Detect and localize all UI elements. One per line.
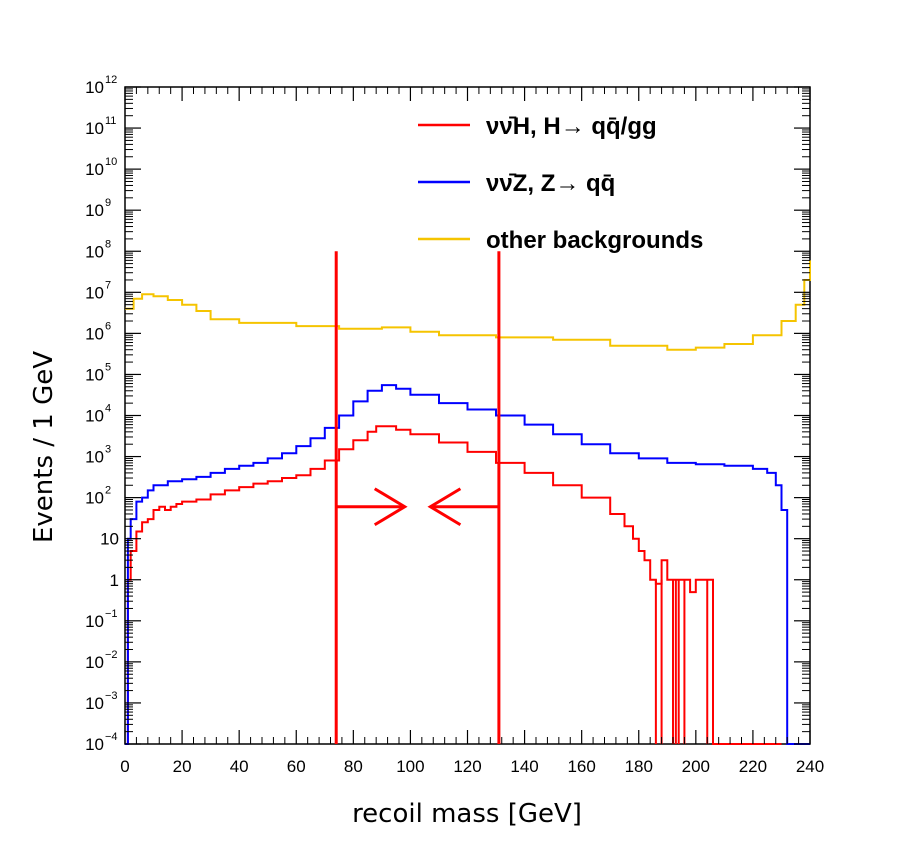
y-tick-label: 10 [85,365,104,384]
y-tick-label: 10 [85,283,104,302]
y-tick-label: 10 [85,160,104,179]
x-tick-label: 140 [510,757,538,776]
y-tick-label: 10 [100,530,119,549]
x-tick-label: 160 [567,757,595,776]
x-tick-label: 120 [453,757,481,776]
y-tick-exponent: 10 [105,156,117,168]
cut-arrow-head [427,487,462,527]
cut-arrow-head [373,487,408,527]
legend-label-3: other backgrounds [486,227,703,254]
y-tick-label: 10 [85,242,104,261]
x-tick-label: 40 [230,757,249,776]
y-tick-exponent: −4 [105,731,118,743]
legend-label-2: νν̄Z, Z→ qq̄ [486,170,615,197]
y-tick-label: 10 [85,201,104,220]
series-line-2 [125,384,810,745]
x-tick-label: 220 [739,757,767,776]
y-tick-label: 1 [110,571,119,590]
series-line-3 [125,260,811,351]
y-tick-label: 10 [85,448,104,467]
y-axis-title: Events / 1 GeV [29,351,59,543]
y-tick-exponent: 11 [105,115,116,127]
y-tick-label: 10 [85,324,104,343]
y-tick-exponent: 7 [105,279,111,291]
x-tick-label: 100 [396,757,424,776]
y-tick-label: 10 [85,735,104,754]
x-tick-label: 200 [682,757,710,776]
y-tick-exponent: 2 [105,485,111,497]
x-tick-label: 180 [625,757,653,776]
y-tick-label: 10 [85,612,104,631]
cut-layer [334,251,501,744]
y-tick-exponent: 5 [105,361,111,373]
y-tick-label: 10 [85,407,104,426]
y-tick-exponent: −2 [105,649,118,661]
y-tick-exponent: −1 [105,608,118,620]
y-tick-label: 10 [85,694,104,713]
y-tick-exponent: 4 [105,403,111,415]
x-axis-title: recoil mass [GeV] [352,799,582,829]
y-tick-exponent: −3 [105,690,118,702]
x-tick-label: 60 [287,757,306,776]
x-tick-label: 0 [120,757,129,776]
y-tick-exponent: 6 [105,320,111,332]
y-tick-exponent: 9 [105,197,111,209]
y-tick-label: 10 [85,489,104,508]
series-layer [125,260,811,745]
y-tick-label: 10 [85,119,104,138]
x-tick-label: 20 [173,757,192,776]
legend-label-1: νν̄H, H→ qq̄/gg [486,113,657,140]
y-tick-label: 10 [85,78,104,97]
x-tick-label: 240 [796,757,824,776]
y-tick-exponent: 8 [105,238,111,250]
legend: νν̄H, H→ qq̄/gg νν̄Z, Z→ qq̄ other backgro… [418,113,703,254]
y-tick-label: 10 [85,653,104,672]
y-tick-exponent: 3 [105,444,111,456]
x-tick-label: 80 [344,757,363,776]
y-tick-exponent: 12 [105,74,117,86]
